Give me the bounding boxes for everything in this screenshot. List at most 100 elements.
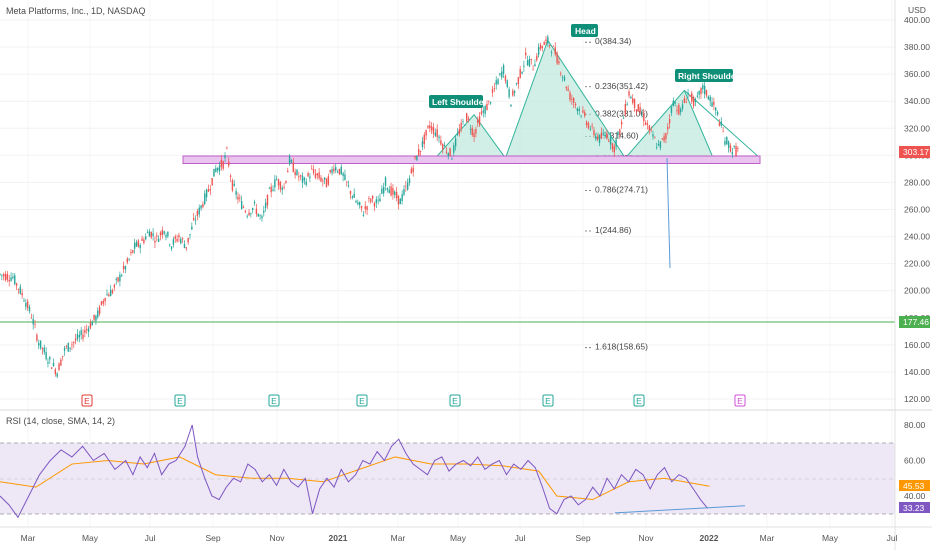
candle-body — [181, 238, 184, 240]
earnings-marker-label: E — [737, 396, 743, 406]
candle-body — [67, 342, 69, 352]
candle-body — [685, 102, 687, 104]
candle-body — [600, 132, 603, 139]
candle-body — [311, 168, 313, 170]
earnings-marker — [734, 394, 746, 407]
candle-body — [272, 189, 274, 191]
fib-level-label: 0.5(314.60) — [595, 131, 639, 141]
candle-body — [622, 117, 625, 119]
price-tick-label: 320.00 — [904, 123, 930, 133]
candle-body — [585, 121, 588, 125]
candle-body — [443, 144, 446, 147]
candle-body — [180, 238, 182, 244]
candle-body — [582, 110, 584, 113]
candle-body — [412, 167, 414, 173]
candle-body — [257, 213, 259, 217]
candle-body — [159, 232, 162, 236]
candle-body — [495, 80, 497, 85]
candle-body — [205, 189, 208, 198]
rsi-line — [0, 424, 709, 519]
candle-body — [84, 330, 86, 333]
candle-body — [617, 131, 619, 136]
candle-body — [382, 187, 385, 194]
earnings-marker — [542, 394, 554, 407]
candle-body — [512, 90, 514, 96]
candle-body — [655, 147, 658, 149]
candle-body — [689, 95, 691, 96]
last-price-tag: 303.17 — [899, 146, 930, 158]
candle-body — [399, 198, 401, 205]
candle-body — [100, 301, 103, 305]
candle-body — [122, 265, 125, 270]
candle-body — [47, 362, 49, 364]
candle-body — [672, 100, 675, 107]
candle-body — [312, 169, 315, 173]
rsi-ma-value: 45.53 — [903, 481, 925, 491]
candle-body — [489, 102, 492, 104]
fib-level-label: 1(244.86) — [595, 225, 632, 235]
candle-body — [371, 195, 374, 199]
candle-body — [192, 217, 195, 220]
candle-body — [515, 83, 518, 85]
candle-body — [327, 176, 330, 185]
candle-body — [659, 141, 662, 148]
earnings-marker — [633, 394, 645, 407]
candle-body — [591, 125, 593, 127]
candle-body — [141, 238, 143, 241]
candle-body — [720, 121, 722, 126]
candle-body — [606, 133, 608, 139]
rsi-value: 33.23 — [903, 503, 925, 513]
candle-body — [429, 125, 431, 129]
candle-body — [707, 96, 710, 100]
left-shoulder-tag: Left Shoulder — [429, 95, 487, 108]
candle-body — [303, 177, 306, 181]
candle-body — [189, 234, 191, 236]
price-tick-label: 380.00 — [904, 42, 930, 52]
candle-body — [517, 77, 520, 85]
earnings-marker-label: E — [84, 396, 90, 406]
candle-body — [93, 314, 95, 320]
price-tick-label: 220.00 — [904, 259, 930, 269]
candle-body — [359, 202, 361, 206]
candle-body — [145, 236, 147, 240]
candle-body — [325, 178, 328, 188]
candle-body — [534, 64, 536, 67]
candle-body — [73, 341, 75, 343]
candle-body — [198, 207, 200, 215]
candle-body — [294, 171, 296, 176]
candle-body — [351, 196, 354, 198]
candle-body — [135, 242, 138, 247]
candle-body — [26, 301, 29, 309]
candle-body — [467, 118, 470, 120]
candle-body — [442, 144, 444, 150]
time-tick-label: Mar — [21, 533, 36, 543]
candle-body — [678, 104, 680, 115]
candle-body — [418, 149, 420, 156]
candle-body — [314, 173, 317, 178]
candle-body — [696, 95, 698, 97]
candle-body — [124, 266, 127, 270]
candle-body — [301, 175, 304, 183]
candle-body — [49, 357, 51, 360]
candle-body — [132, 250, 134, 253]
rsi-tick-label: 40.00 — [904, 491, 926, 501]
candle-body — [331, 169, 333, 173]
candle-body — [652, 134, 654, 137]
candle-body — [274, 179, 276, 188]
time-tick-label: May — [822, 533, 839, 543]
candle-body — [715, 107, 717, 111]
right-shoulder-label: Right Shoulder — [678, 71, 740, 81]
candle-body — [683, 98, 686, 103]
candle-body — [508, 89, 510, 97]
candle-body — [545, 39, 547, 41]
candle-body — [191, 226, 193, 230]
candle-body — [4, 273, 7, 281]
candle-body — [733, 145, 735, 147]
candle-body — [347, 185, 350, 187]
candle-body — [244, 211, 247, 213]
fib-level-label: 1.618(158.65) — [595, 342, 648, 352]
candle-body — [226, 147, 228, 149]
candle-body — [279, 181, 282, 190]
candle-body — [6, 274, 9, 280]
candle-body — [521, 71, 523, 74]
